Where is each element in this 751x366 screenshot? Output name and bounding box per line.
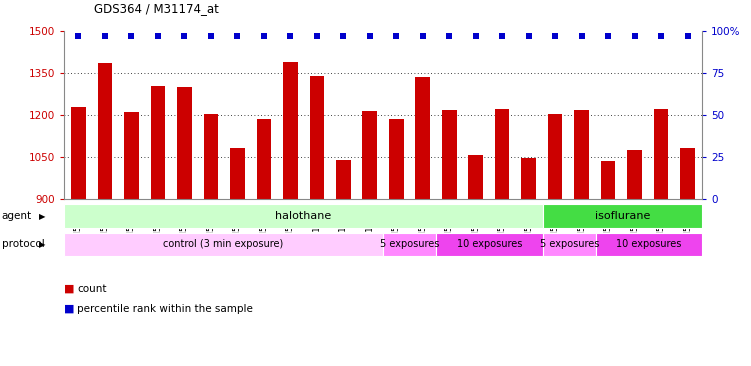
- Text: control (3 min exposure): control (3 min exposure): [163, 239, 284, 250]
- Bar: [71, 108, 86, 199]
- Text: 5 exposures: 5 exposures: [380, 239, 439, 250]
- Point: [258, 33, 270, 39]
- Point: [469, 33, 481, 39]
- Bar: [469, 154, 483, 199]
- Bar: [442, 110, 457, 199]
- Bar: [151, 86, 165, 199]
- Bar: [548, 114, 562, 199]
- Point: [655, 33, 667, 39]
- Bar: [283, 62, 297, 199]
- Bar: [363, 111, 377, 199]
- Text: ■: ■: [64, 304, 74, 314]
- Point: [125, 33, 137, 39]
- Text: count: count: [77, 284, 107, 294]
- Point: [205, 33, 217, 39]
- Text: isoflurane: isoflurane: [595, 211, 650, 221]
- Text: agent: agent: [2, 211, 32, 221]
- Text: percentile rank within the sample: percentile rank within the sample: [77, 304, 253, 314]
- Bar: [257, 119, 271, 199]
- Bar: [627, 150, 642, 199]
- Bar: [336, 160, 351, 199]
- Bar: [436, 233, 542, 256]
- Point: [231, 33, 243, 39]
- Point: [152, 33, 164, 39]
- Text: ▶: ▶: [39, 212, 46, 221]
- Bar: [230, 148, 245, 199]
- Bar: [542, 233, 596, 256]
- Text: 10 exposures: 10 exposures: [457, 239, 522, 250]
- Bar: [389, 119, 403, 199]
- Text: ■: ■: [64, 284, 74, 294]
- Bar: [124, 112, 139, 199]
- Bar: [521, 158, 536, 199]
- Point: [72, 33, 84, 39]
- Text: protocol: protocol: [2, 239, 44, 250]
- Text: 5 exposures: 5 exposures: [539, 239, 599, 250]
- Point: [549, 33, 561, 39]
- Bar: [177, 87, 192, 199]
- Text: 10 exposures: 10 exposures: [617, 239, 682, 250]
- Bar: [309, 76, 324, 199]
- Text: GDS364 / M31174_at: GDS364 / M31174_at: [94, 1, 219, 15]
- Bar: [495, 109, 509, 199]
- Point: [496, 33, 508, 39]
- Text: halothane: halothane: [275, 211, 331, 221]
- Point: [602, 33, 614, 39]
- Bar: [204, 114, 218, 199]
- Point: [629, 33, 641, 39]
- Bar: [601, 161, 615, 199]
- Point: [363, 33, 376, 39]
- Bar: [654, 109, 668, 199]
- Point: [337, 33, 349, 39]
- Point: [178, 33, 190, 39]
- Bar: [542, 205, 702, 228]
- Point: [417, 33, 429, 39]
- Point: [391, 33, 403, 39]
- Bar: [98, 63, 112, 199]
- Bar: [575, 110, 589, 199]
- Point: [99, 33, 111, 39]
- Point: [311, 33, 323, 39]
- Point: [523, 33, 535, 39]
- Bar: [415, 76, 430, 199]
- Text: ▶: ▶: [39, 240, 46, 249]
- Bar: [596, 233, 702, 256]
- Bar: [383, 233, 436, 256]
- Point: [443, 33, 455, 39]
- Point: [682, 33, 694, 39]
- Point: [285, 33, 297, 39]
- Bar: [64, 233, 383, 256]
- Bar: [680, 148, 695, 199]
- Point: [576, 33, 588, 39]
- Bar: [64, 205, 542, 228]
